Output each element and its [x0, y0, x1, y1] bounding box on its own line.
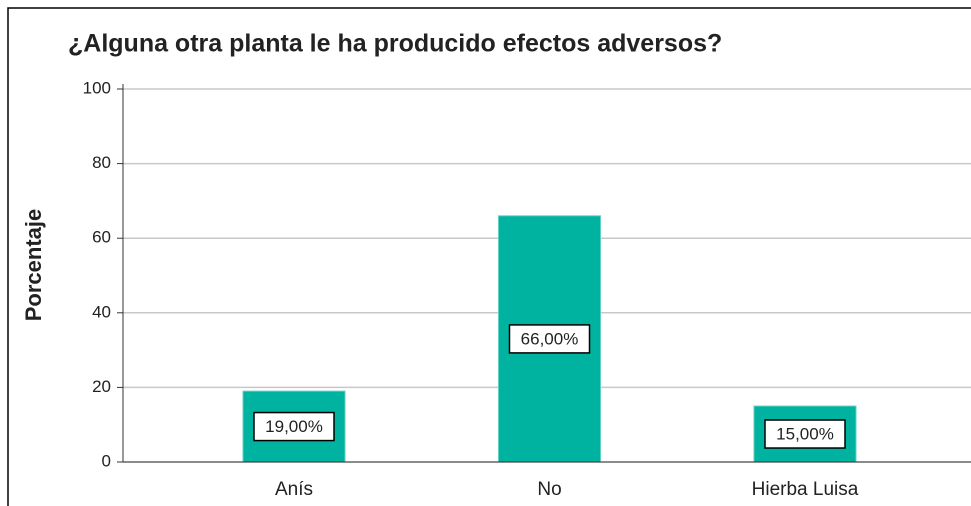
y-tick-label: 80 [92, 153, 111, 172]
value-label: 66,00% [521, 329, 579, 348]
value-label-box [764, 419, 846, 449]
x-tick-label: Anís [275, 479, 313, 500]
value-label: 19,00% [265, 417, 323, 436]
y-tick-label: 20 [92, 377, 111, 396]
frame [7, 7, 971, 506]
value-label-box [253, 411, 335, 442]
y-axis-label: Porcentaje [21, 209, 46, 322]
x-tick-label: Hierba Luisa [752, 479, 859, 500]
value-label: 15,00% [776, 425, 834, 444]
chart-title: ¿Alguna otra planta le ha producido efec… [68, 30, 722, 58]
y-tick-label: 100 [83, 78, 111, 97]
y-tick-label: 60 [92, 228, 111, 247]
value-label-box [508, 324, 591, 354]
y-tick-label: 40 [92, 302, 111, 321]
y-tick-label: 0 [102, 451, 111, 470]
x-tick-label: No [537, 479, 561, 500]
